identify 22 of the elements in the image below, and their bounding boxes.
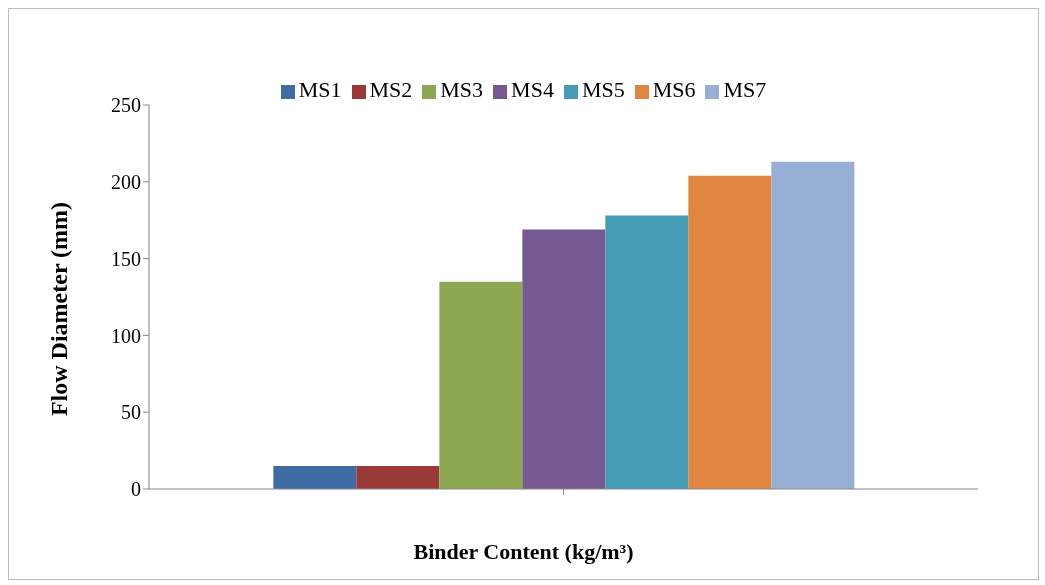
legend-label: MS4	[511, 77, 554, 102]
bar	[273, 465, 357, 489]
y-tick-label: 200	[111, 170, 141, 193]
legend-label: MS6	[652, 77, 696, 102]
y-axis-title: Flow Diameter (mm)	[45, 201, 72, 417]
legend-label: MS1	[298, 77, 342, 102]
bar	[356, 465, 440, 489]
bar	[688, 175, 772, 489]
y-tick-label: 250	[111, 94, 141, 117]
legend-label: MS5	[581, 77, 625, 102]
y-tick-label: 0	[131, 478, 141, 501]
bar	[439, 281, 523, 489]
legend-label: MS2	[369, 77, 413, 102]
y-tick-label: 50	[121, 401, 141, 424]
x-axis-title: Binder Content (kg/m³)	[413, 539, 634, 564]
y-tick-label: 150	[111, 247, 141, 270]
legend-label: MS3	[440, 77, 484, 102]
legend-label: MS7	[723, 77, 767, 102]
bar	[522, 229, 606, 489]
bar	[605, 215, 689, 489]
bar	[771, 161, 855, 489]
y-tick-label: 100	[111, 324, 141, 347]
